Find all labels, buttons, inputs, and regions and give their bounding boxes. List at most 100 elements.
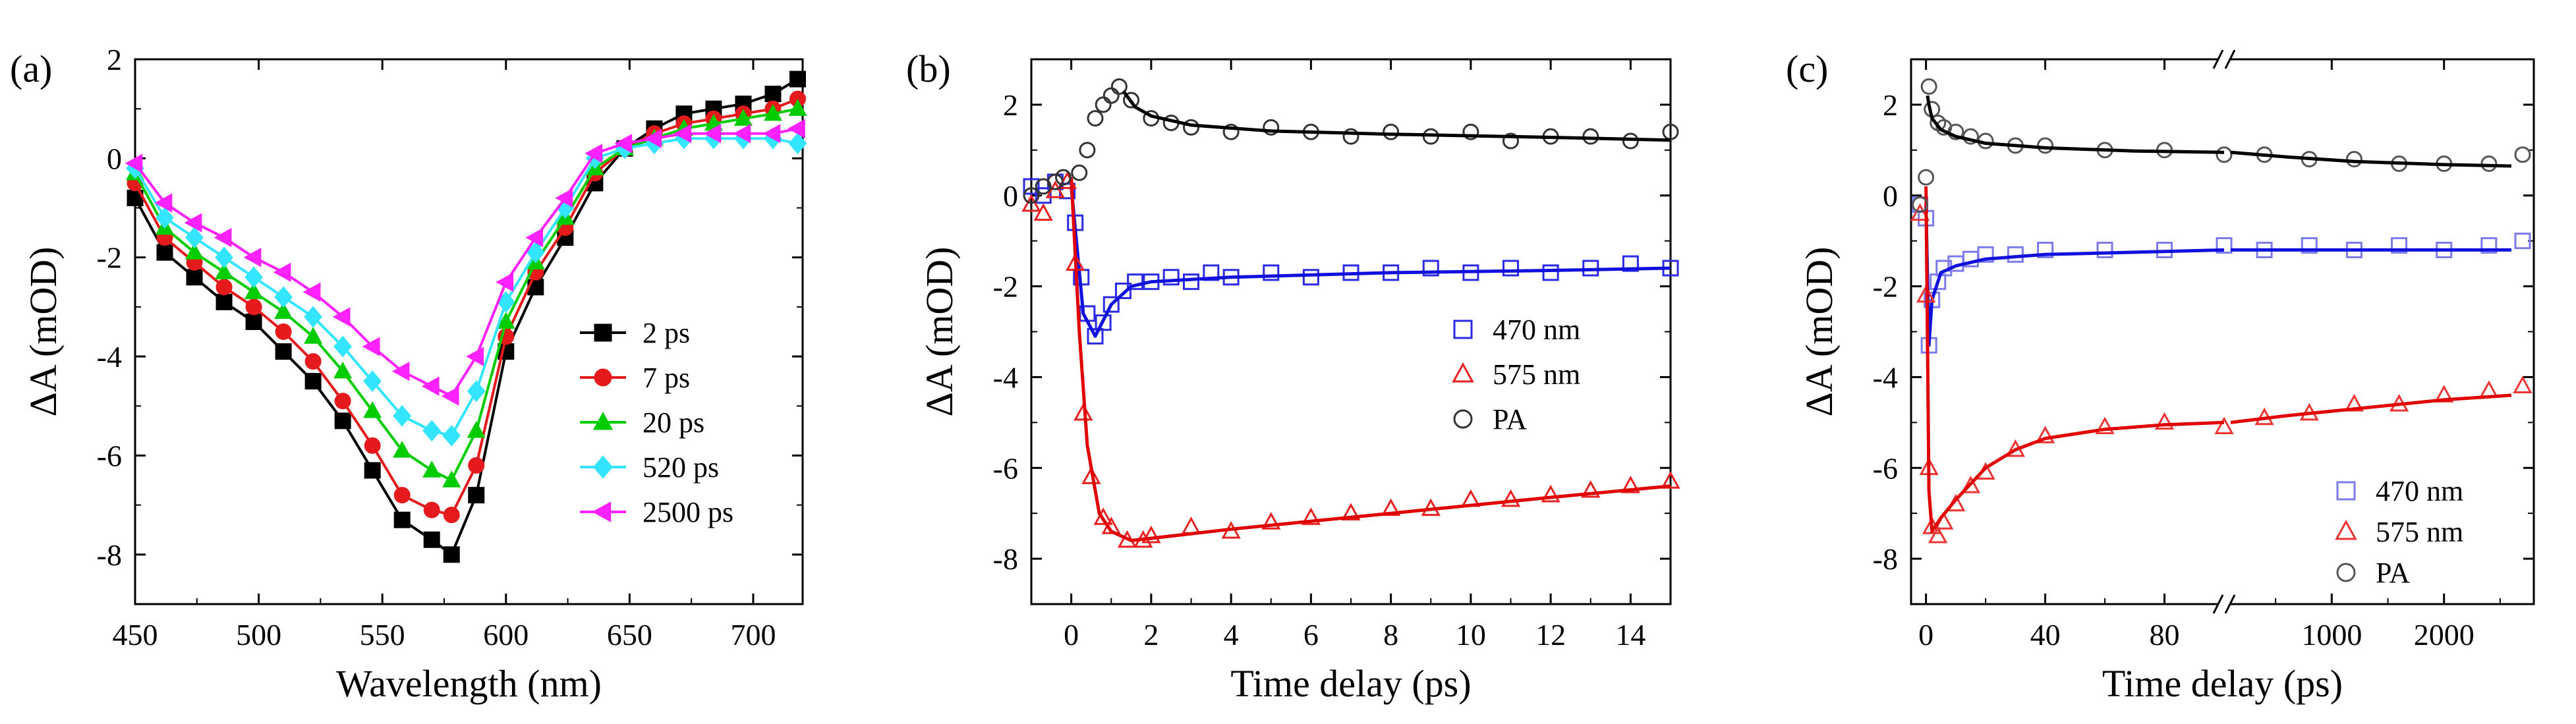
data-point — [733, 124, 751, 144]
series-2-ps — [127, 70, 806, 563]
x-tick-label: 1000 — [2301, 618, 2362, 652]
legend-label: 575 nm — [1493, 358, 1580, 391]
legend-marker — [2336, 563, 2356, 582]
panel-label: (c) — [1786, 47, 1828, 90]
series-575-nm — [1910, 186, 2533, 543]
data-point — [334, 412, 351, 430]
data-point — [304, 306, 322, 328]
data-point — [703, 124, 722, 144]
data-point — [244, 266, 263, 289]
data-point — [1023, 178, 1040, 195]
data-point — [1093, 507, 1113, 525]
data-point — [1503, 132, 1519, 150]
data-point — [332, 307, 351, 327]
data-point — [1095, 314, 1112, 331]
y-tick-label: 0 — [1883, 179, 1898, 213]
data-point — [186, 269, 203, 286]
data-point — [422, 460, 442, 478]
data-point — [1102, 87, 1120, 104]
legend-label: 470 nm — [2376, 475, 2463, 507]
data-point — [125, 153, 143, 173]
fit-curve — [1924, 204, 2225, 347]
data-point — [302, 282, 321, 302]
data-point — [1127, 273, 1144, 291]
data-point — [1928, 525, 1948, 543]
data-point — [1918, 169, 1935, 186]
data-point — [2514, 146, 2531, 163]
legend-label: 2500 ps — [643, 496, 733, 528]
data-point — [2345, 151, 2362, 168]
data-point — [156, 244, 173, 261]
y-tick-label: -4 — [993, 360, 1018, 394]
x-tick-label: 600 — [483, 618, 529, 652]
legend-marker — [592, 412, 614, 430]
data-point — [304, 353, 322, 370]
data-point — [1263, 264, 1280, 281]
data-point — [393, 441, 412, 458]
y-tick-label: 0 — [1003, 179, 1018, 213]
data-point — [2154, 412, 2175, 430]
data-point — [1114, 282, 1131, 299]
data-point — [1033, 203, 1053, 221]
legend-marker — [592, 501, 612, 522]
axis-break-mark — [2212, 49, 2224, 69]
legend-label: 20 ps — [643, 406, 704, 439]
data-point — [364, 462, 381, 479]
y-axis-label: ΔA (mOD) — [1798, 247, 1841, 417]
data-point — [525, 228, 544, 248]
x-tick-label: 2000 — [2414, 618, 2475, 652]
x-tick-label: 0 — [1064, 618, 1079, 652]
data-point — [1123, 92, 1140, 109]
data-point — [1503, 260, 1519, 277]
series-470-nm — [1912, 196, 2531, 354]
data-point — [334, 393, 351, 410]
data-point — [2479, 380, 2499, 398]
legend-label: 470 nm — [1493, 314, 1580, 346]
data-point — [364, 437, 381, 454]
data-point — [1261, 512, 1281, 530]
data-point — [788, 99, 807, 116]
legend-marker — [2336, 481, 2356, 501]
data-point — [1046, 173, 1064, 190]
data-point — [423, 531, 440, 548]
y-tick-label: -4 — [97, 340, 122, 374]
data-point — [1102, 296, 1120, 313]
data-point — [2301, 237, 2318, 254]
data-point — [1081, 466, 1101, 484]
data-point — [1422, 260, 1439, 277]
data-point — [1622, 255, 1639, 272]
data-point — [1962, 128, 1979, 145]
legend-label: 2 ps — [643, 317, 690, 349]
data-point — [274, 302, 293, 320]
legend-label: PA — [1493, 403, 1527, 435]
series-pa — [1023, 78, 1679, 204]
data-point — [1162, 269, 1180, 286]
data-point — [443, 507, 460, 524]
y-tick-label: 0 — [107, 142, 122, 175]
data-point — [1183, 273, 1199, 291]
data-point — [1541, 484, 1560, 503]
data-point — [789, 70, 806, 88]
y-tick-label: -2 — [1873, 270, 1898, 304]
data-point — [1542, 264, 1559, 281]
x-tick-label: 80 — [2150, 618, 2180, 652]
data-point — [215, 262, 234, 279]
y-tick-label: -6 — [1873, 451, 1898, 485]
data-point — [1301, 507, 1321, 525]
x-axis-label: Wavelength (nm) — [336, 662, 602, 705]
y-tick-label: -8 — [97, 538, 122, 572]
data-point — [1087, 110, 1104, 127]
data-point — [2513, 376, 2533, 394]
x-tick-label: 700 — [730, 618, 776, 652]
data-point — [733, 109, 753, 126]
data-point — [184, 213, 202, 233]
x-tick-label: 14 — [1615, 618, 1646, 652]
data-point — [763, 103, 783, 121]
x-axis-label: Time delay (ps) — [2102, 662, 2343, 705]
data-point — [273, 262, 291, 282]
axis-break-mark — [2212, 594, 2224, 614]
data-point — [2216, 237, 2233, 254]
data-point — [496, 312, 515, 329]
panel-c: 2 0 -2 -4 -6 -8 ΔA (mOD) Time delay (ps) (c) 0 40 8… — [1786, 47, 2535, 705]
data-point — [245, 313, 262, 330]
